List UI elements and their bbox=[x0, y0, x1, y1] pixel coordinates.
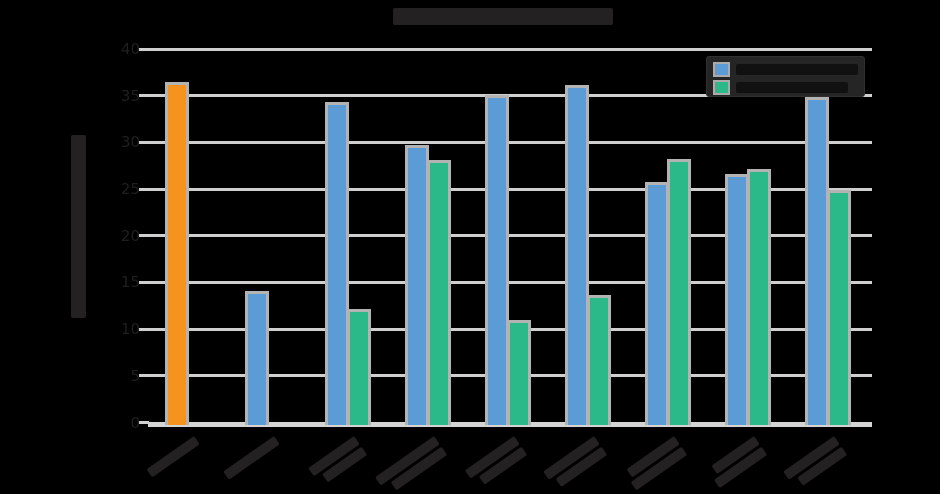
bar-series-2-group-5 bbox=[507, 319, 531, 425]
bar-series-2-group-9 bbox=[827, 189, 851, 425]
bar-series-1-group-5 bbox=[485, 95, 509, 425]
y-tick-mark bbox=[139, 374, 149, 378]
gridline bbox=[148, 140, 872, 144]
bar-series-0-group-1 bbox=[165, 82, 189, 425]
y-tick-label: 20 bbox=[120, 226, 140, 245]
bar-series-1-group-6 bbox=[565, 85, 589, 425]
y-tick-mark bbox=[139, 327, 149, 331]
y-tick-mark bbox=[139, 234, 149, 238]
y-tick-label: 35 bbox=[120, 86, 140, 105]
x-tick-label-line bbox=[223, 436, 280, 480]
bar-series-1-group-4 bbox=[405, 144, 429, 425]
legend-swatch-green bbox=[713, 80, 730, 95]
y-tick-label: 5 bbox=[130, 366, 140, 385]
gridline bbox=[148, 187, 872, 191]
bar-series-1-group-9 bbox=[805, 97, 829, 425]
x-tick-label-illegible bbox=[30, 436, 200, 494]
bar-series-2-group-7 bbox=[667, 158, 691, 425]
legend-swatch-blue bbox=[713, 62, 730, 77]
y-tick-mark bbox=[139, 421, 149, 424]
chart-title-illegible bbox=[393, 8, 613, 25]
bar-series-1-group-3 bbox=[325, 102, 349, 425]
legend-entry-green bbox=[713, 80, 848, 95]
gridline bbox=[148, 47, 872, 51]
bar-series-1-group-7 bbox=[645, 182, 669, 425]
y-tick-label: 25 bbox=[120, 180, 140, 199]
gridline bbox=[148, 94, 872, 98]
bar-series-2-group-6 bbox=[587, 295, 611, 425]
y-tick-mark bbox=[139, 94, 149, 98]
y-tick-label: 15 bbox=[120, 273, 140, 292]
gridline bbox=[148, 280, 872, 284]
y-tick-label: 10 bbox=[120, 320, 140, 339]
legend-label-illegible bbox=[736, 82, 848, 93]
y-tick-label: 30 bbox=[120, 133, 140, 152]
gridline bbox=[148, 234, 872, 238]
bar-series-2-group-3 bbox=[347, 309, 371, 425]
bar-series-1-group-2 bbox=[245, 290, 269, 425]
bar-series-2-group-8 bbox=[747, 169, 771, 425]
y-tick-label: 0 bbox=[130, 413, 140, 432]
y-axis-title-illegible bbox=[71, 135, 86, 318]
x-tick-label-line bbox=[146, 436, 200, 478]
legend bbox=[706, 56, 865, 97]
bar-series-2-group-4 bbox=[427, 159, 451, 425]
legend-label-illegible bbox=[736, 64, 858, 75]
bar-series-1-group-8 bbox=[725, 173, 749, 425]
y-tick-label: 40 bbox=[120, 40, 140, 58]
y-tick-mark bbox=[139, 140, 149, 144]
y-tick-mark bbox=[139, 47, 149, 51]
y-tick-mark bbox=[139, 280, 149, 284]
y-tick-mark bbox=[139, 187, 149, 191]
legend-entry-blue bbox=[713, 62, 858, 77]
